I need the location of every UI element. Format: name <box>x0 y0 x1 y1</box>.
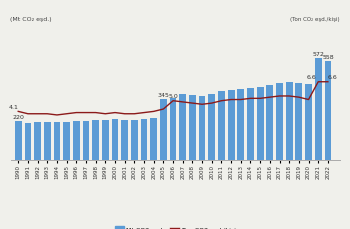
Bar <box>295 83 302 160</box>
Bar <box>102 121 109 160</box>
Bar <box>83 121 89 160</box>
Bar <box>121 120 128 160</box>
Bar <box>257 87 264 160</box>
Bar <box>199 96 205 160</box>
Legend: Mt CO2 eşd., Ton CO2 eşd./kişi: Mt CO2 eşd., Ton CO2 eşd./kişi <box>112 224 238 229</box>
Text: 4.1: 4.1 <box>8 105 18 110</box>
Bar <box>170 98 176 160</box>
Text: 572: 572 <box>312 52 324 57</box>
Bar <box>54 123 60 160</box>
Bar <box>73 122 80 160</box>
Bar <box>15 121 22 160</box>
Bar <box>208 95 215 160</box>
Text: (Mt CO₂ eşd.): (Mt CO₂ eşd.) <box>10 17 52 22</box>
Bar <box>218 91 225 160</box>
Bar <box>44 123 51 160</box>
Bar <box>315 59 322 160</box>
Bar <box>189 95 196 160</box>
Text: 220: 220 <box>12 114 24 120</box>
Bar <box>179 95 186 160</box>
Bar <box>305 84 312 160</box>
Bar <box>131 120 138 160</box>
Bar <box>324 61 331 160</box>
Text: (Ton CO₂ eşd./kişi): (Ton CO₂ eşd./kişi) <box>290 17 340 22</box>
Bar <box>63 123 70 160</box>
Bar <box>25 123 31 160</box>
Bar <box>112 120 118 160</box>
Bar <box>266 86 273 160</box>
Bar <box>286 82 293 160</box>
Bar <box>141 120 147 160</box>
Bar <box>160 99 167 160</box>
Text: 558: 558 <box>322 55 334 60</box>
Text: 5.0: 5.0 <box>168 94 178 99</box>
Bar <box>150 119 157 160</box>
Bar <box>247 88 254 160</box>
Bar <box>237 90 244 160</box>
Bar <box>276 83 283 160</box>
Bar <box>228 90 234 160</box>
Text: 6.6: 6.6 <box>328 75 338 80</box>
Bar <box>34 123 41 160</box>
Bar <box>92 121 99 160</box>
Text: 345: 345 <box>158 93 169 97</box>
Text: 6.6: 6.6 <box>307 75 316 80</box>
